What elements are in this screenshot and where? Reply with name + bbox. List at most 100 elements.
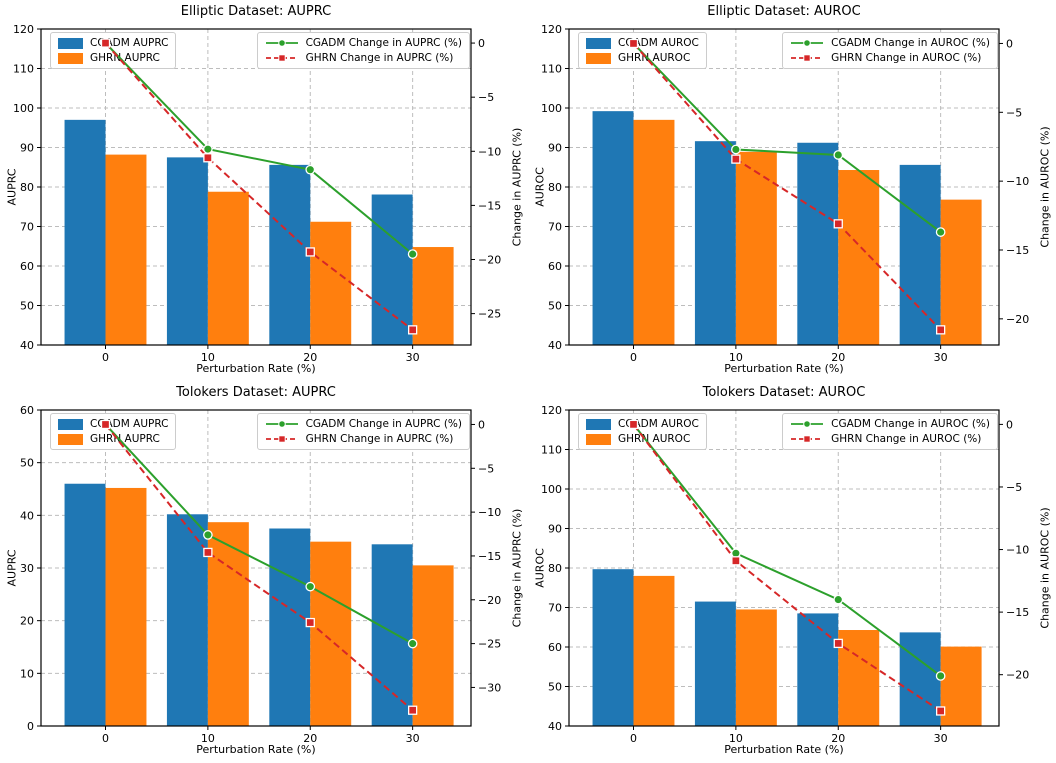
x-axis-label: Perturbation Rate (%)	[196, 743, 316, 756]
legend-label: CGADM Change in AUPRC (%)	[305, 37, 462, 49]
legend-circle-marker	[803, 39, 811, 47]
left-tick-label: 50	[548, 681, 562, 694]
right-tick-label: −15	[478, 550, 501, 563]
ghrn-bar	[633, 119, 675, 345]
left-tick-label: 40	[548, 339, 562, 352]
ghrn-bar	[310, 541, 352, 726]
legend-entry: GHRN AUROC	[586, 52, 699, 64]
left-tick-label: 0	[27, 720, 34, 733]
ghrn-bar	[940, 646, 982, 726]
left-tick-label: 30	[20, 562, 34, 575]
legend-entry: CGADM AUROC	[586, 37, 699, 49]
left-tick-label: 120	[541, 23, 562, 36]
cgadm-bar	[64, 119, 106, 345]
left-tick-label: 70	[20, 221, 34, 234]
x-tick-label: 20	[831, 732, 845, 745]
left-tick-label: 70	[548, 602, 562, 615]
chart-title: Tolokers Dataset: AUPRC	[176, 385, 336, 400]
cgadm-bar	[371, 544, 413, 726]
axes-frame	[40, 28, 472, 346]
legend-circle-marker	[277, 420, 286, 428]
subplot-elliptic-auroc: 40 50 60 70 80 90 100 110 120 0 −5 −10 −15 −20 0 10 20 30…	[528, 0, 1056, 381]
right-tick-label: −20	[478, 594, 501, 607]
ghrn-bar	[735, 151, 777, 345]
right-tick-label: −15	[1006, 606, 1029, 619]
right-tick-label: −10	[1006, 544, 1029, 557]
line-legend: CGADM Change in AUPRC (%) GHRN Change in…	[256, 32, 470, 69]
x-tick-label: 20	[831, 351, 845, 364]
ghrn-bar-swatch	[58, 433, 83, 445]
right-tick-label: −20	[1006, 313, 1029, 326]
bar-legend: CGADM AUROC GHRN AUROC	[578, 32, 707, 69]
left-tick-label: 100	[541, 102, 562, 115]
right-tick-label: −15	[1006, 244, 1029, 257]
line-legend: CGADM Change in AUROC (%) GHRN Change in…	[782, 413, 998, 450]
cgadm-bar	[899, 164, 941, 345]
cgadm-bar	[694, 601, 736, 726]
right-tick-label: −30	[478, 681, 501, 694]
axes-frame	[568, 409, 1000, 727]
subplot-elliptic-auprc: 40 50 60 70 80 90 100 110 120 0 −5 −10 −15 −20 −25 0 10 2…	[0, 0, 528, 381]
ghrn-bar	[207, 191, 249, 345]
cgadm-bar	[899, 632, 941, 726]
x-tick-label: 10	[201, 732, 215, 745]
cgadm-change-line-glyph	[791, 39, 824, 47]
ghrn-bar-swatch	[586, 433, 611, 445]
legend-entry: GHRN Change in AUPRC (%)	[265, 433, 462, 445]
right-y-axis-label: Change in AUROC (%)	[1038, 126, 1052, 248]
cgadm-bar	[269, 528, 311, 726]
ghrn-bar	[735, 609, 777, 726]
subplot-tolokers-auroc: 40 50 60 70 80 90 100 110 120 0 −5 −10 −15 −20 0 10 20 30…	[528, 381, 1056, 762]
ghrn-bar	[105, 487, 147, 726]
left-y-axis-label: AUROC	[533, 548, 547, 588]
ghrn-change-line-glyph	[791, 435, 824, 443]
bar-legend: CGADM AUPRC GHRN AUPRC	[50, 32, 177, 69]
x-tick-label: 0	[630, 351, 637, 364]
x-tick-label: 20	[303, 351, 317, 364]
left-y-axis-label: AUPRC	[5, 549, 19, 587]
right-tick-label: −10	[478, 145, 501, 158]
cgadm-bar-swatch	[586, 418, 611, 430]
x-tick-label: 10	[201, 351, 215, 364]
cgadm-bar	[269, 164, 311, 345]
legend-label: CGADM AUROC	[618, 418, 699, 430]
cgadm-bar	[694, 141, 736, 345]
legend-entry: CGADM AUPRC	[58, 37, 168, 49]
legend-label: GHRN AUROC	[618, 433, 691, 445]
legend-entry: GHRN Change in AUPRC (%)	[265, 52, 462, 64]
legend-entry: CGADM AUPRC	[58, 418, 168, 430]
legend-entry: GHRN Change in AUROC (%)	[790, 52, 990, 64]
legend-square-marker	[277, 54, 286, 62]
cgadm-bar	[64, 483, 106, 726]
cgadm-bar-swatch	[58, 418, 83, 430]
right-y-axis-label: Change in AUPRC (%)	[510, 508, 524, 628]
right-y-axis-label: Change in AUPRC (%)	[510, 127, 524, 247]
ghrn-bar	[310, 221, 352, 345]
bar-legend: CGADM AUPRC GHRN AUPRC	[50, 413, 177, 450]
x-tick-label: 30	[934, 732, 948, 745]
ghrn-bar-swatch	[586, 52, 611, 64]
legend-square-marker	[277, 435, 286, 443]
line-legend: CGADM Change in AUROC (%) GHRN Change in…	[782, 32, 998, 69]
left-tick-label: 40	[20, 509, 34, 522]
right-tick-label: −5	[478, 91, 494, 104]
legend-entry: CGADM AUROC	[586, 418, 699, 430]
left-tick-label: 90	[548, 523, 562, 536]
subplot-tolokers-auprc: 0 10 20 30 40 50 60 0 −5 −10 −15 −20 −25 −30 0 10 20 30 C…	[0, 381, 528, 762]
x-axis-label: Perturbation Rate (%)	[196, 362, 316, 375]
line-legend: CGADM Change in AUPRC (%) GHRN Change in…	[256, 413, 470, 450]
right-y-axis-label: Change in AUROC (%)	[1038, 507, 1052, 629]
legend-label: CGADM Change in AUPRC (%)	[305, 418, 462, 430]
legend-label: GHRN AUROC	[618, 52, 691, 64]
ghrn-bar-swatch	[58, 52, 83, 64]
cgadm-bar-swatch	[58, 37, 83, 49]
right-tick-label: 0	[478, 418, 485, 431]
left-tick-label: 20	[20, 615, 34, 628]
left-tick-label: 90	[20, 142, 34, 155]
ghrn-change-line-glyph	[791, 54, 824, 62]
legend-entry: GHRN AUROC	[586, 433, 699, 445]
left-tick-label: 40	[548, 720, 562, 733]
left-tick-label: 110	[13, 63, 34, 76]
legend-entry: GHRN AUPRC	[58, 433, 168, 445]
legend-label: GHRN AUPRC	[90, 52, 160, 64]
